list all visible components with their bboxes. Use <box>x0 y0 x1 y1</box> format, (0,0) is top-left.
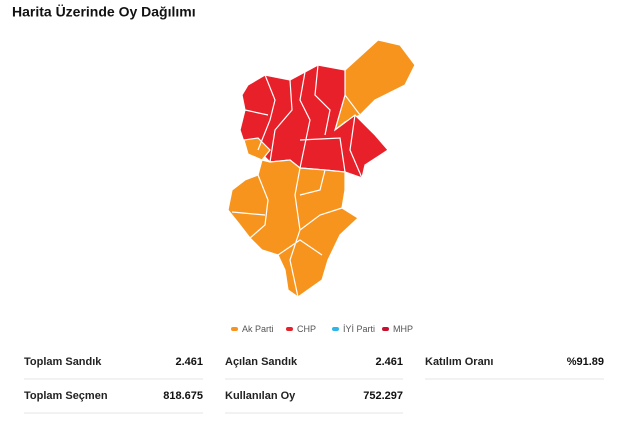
legend: Ak Parti CHP İYİ Parti MHP <box>231 324 413 334</box>
stat-label: Katılım Oranı <box>425 356 493 368</box>
stat-label: Toplam Seçmen <box>24 390 108 402</box>
stat-label: Toplam Sandık <box>24 356 102 368</box>
legend-label: Ak Parti <box>242 324 274 334</box>
region <box>227 159 359 298</box>
stat-label: Açılan Sandık <box>225 356 298 368</box>
legend-swatch <box>332 327 339 331</box>
stat-value: 2.461 <box>375 356 403 368</box>
legend-swatch <box>382 327 389 331</box>
legend-swatch <box>231 327 238 331</box>
legend-label: MHP <box>393 324 413 334</box>
region-borders <box>231 64 363 298</box>
legend-label: İYİ Parti <box>343 324 375 334</box>
legend-swatch <box>286 327 293 331</box>
stat-value: %91.89 <box>567 356 604 368</box>
region <box>333 39 416 132</box>
stat-value: 2.461 <box>175 356 203 368</box>
stat-label: Kullanılan Oy <box>225 390 296 402</box>
stats: Toplam Sandık 2.461 Açılan Sandık 2.461 Katı… <box>24 356 604 414</box>
legend-label: CHP <box>297 324 316 334</box>
title: Harita Üzerinde Oy Dağılımı <box>12 4 196 20</box>
stat-value: 818.675 <box>163 390 203 402</box>
region <box>243 137 271 161</box>
map <box>227 39 416 298</box>
stat-value: 752.297 <box>363 390 403 402</box>
